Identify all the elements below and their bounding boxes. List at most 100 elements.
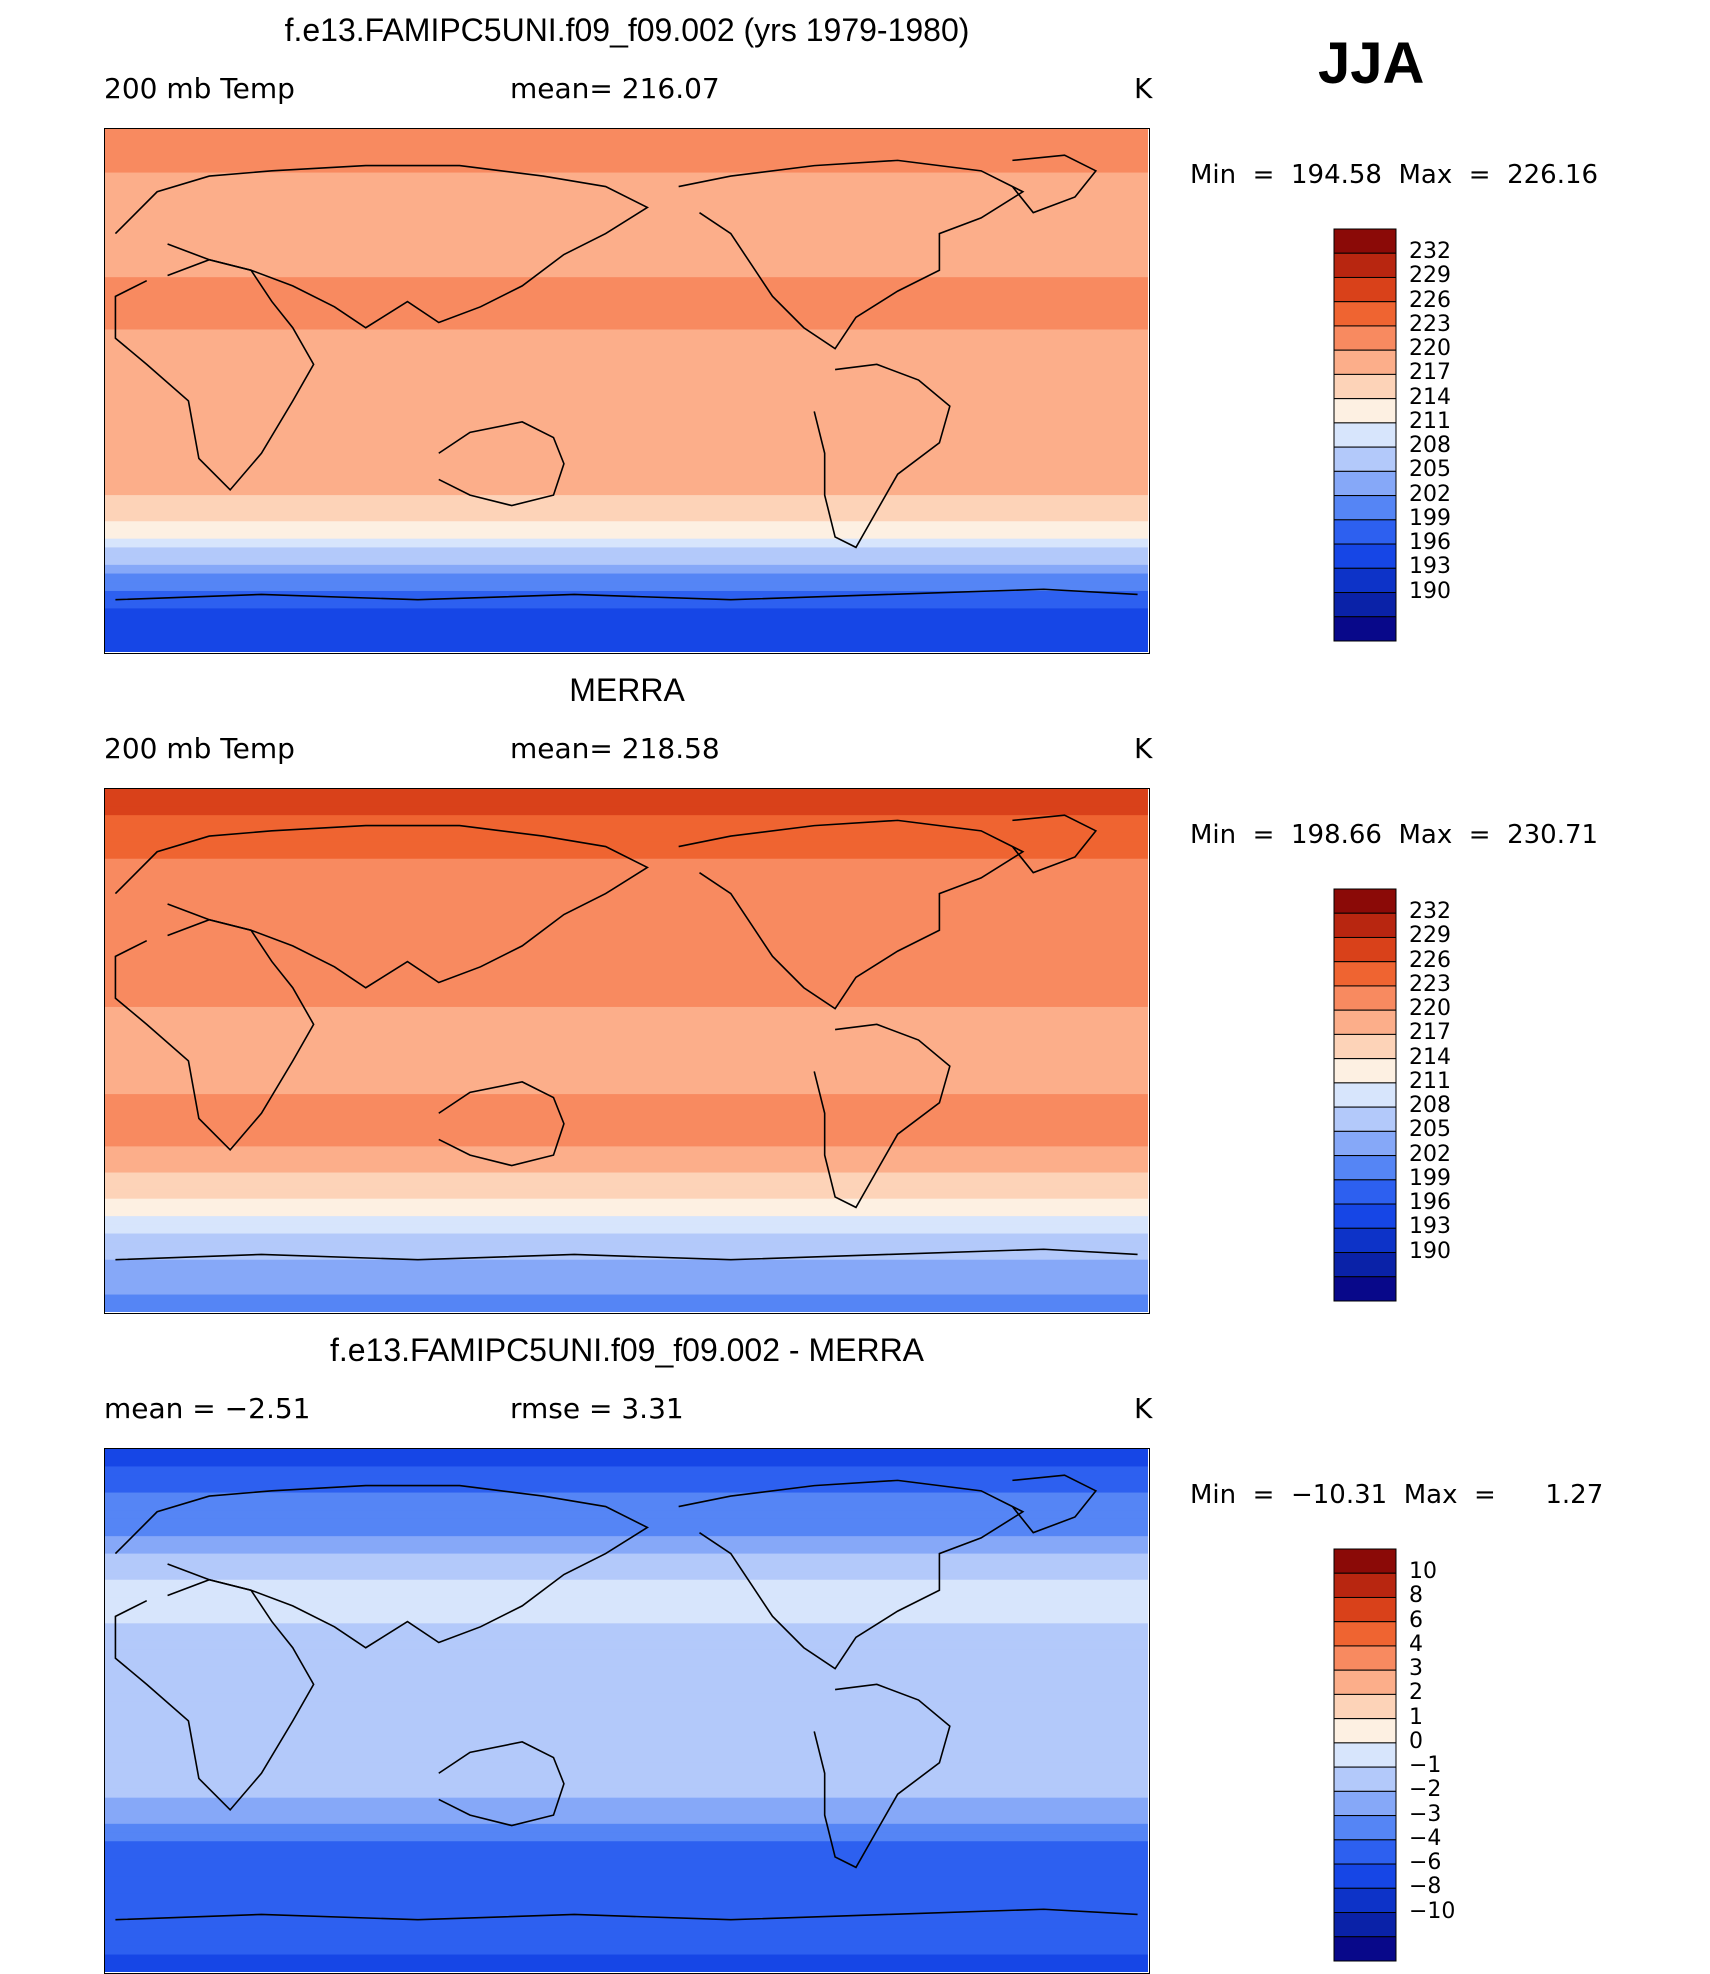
zonal-band: [105, 198, 1148, 209]
zonal-band: [105, 399, 1148, 409]
colorbar-swatch: [1333, 1155, 1397, 1181]
zonal-band: [105, 1945, 1148, 1956]
zonal-band: [105, 146, 1148, 156]
zonal-band: [105, 329, 1148, 339]
zonal-band: [105, 582, 1148, 592]
panel-units: K: [1134, 72, 1153, 105]
zonal-band: [105, 1597, 1148, 1607]
colorbar-swatch: [1333, 422, 1397, 448]
zonal-band: [105, 1024, 1148, 1034]
zonal-band: [105, 259, 1148, 270]
zonal-band: [105, 1207, 1148, 1217]
zonal-band: [105, 1623, 1148, 1633]
colorbar-swatch: [1333, 1790, 1397, 1817]
colorbar-swatch: [1333, 228, 1397, 254]
zonal-band: [105, 1268, 1148, 1278]
zonal-band: [105, 547, 1148, 557]
panel-title: f.e13.FAMIPC5UNI.f09_f09.002 - MERRA: [329, 1332, 925, 1368]
coastline: [115, 260, 313, 490]
colorbar-tick-label: 202: [1409, 481, 1451, 507]
colorbar-swatch: [1333, 912, 1397, 938]
zonal-band: [105, 1849, 1148, 1860]
colorbar-swatch: [1333, 543, 1397, 569]
colorbar-swatch: [1333, 1130, 1397, 1157]
panel-title: MERRA: [569, 672, 685, 708]
zonal-band: [105, 268, 1148, 278]
colorbar-swatch: [1333, 1106, 1397, 1132]
zonal-band: [105, 1510, 1148, 1520]
coastline: [115, 920, 313, 1150]
colorbar-swatch: [1333, 1887, 1397, 1914]
colorbar-tick-label: 196: [1409, 1190, 1451, 1216]
coastline: [679, 1480, 1023, 1668]
zonal-band: [105, 1710, 1148, 1720]
zonal-band: [105, 373, 1148, 383]
zonal-band: [105, 1111, 1148, 1121]
zonal-band: [105, 1867, 1148, 1877]
zonal-band: [105, 312, 1148, 322]
colorbar-swatch: [1333, 1227, 1397, 1254]
colorbar-swatch: [1333, 1009, 1397, 1035]
zonal-band: [105, 190, 1148, 200]
zonal-band: [105, 1797, 1148, 1808]
zonal-band: [105, 841, 1148, 851]
zonal-band: [105, 512, 1148, 522]
coastline: [1012, 815, 1095, 873]
zonal-band: [105, 1693, 1148, 1703]
map-plot-model: [104, 128, 1150, 654]
colorbar-tick-label: 4: [1409, 1631, 1423, 1657]
colorbar-swatch: [1333, 301, 1397, 327]
zonal-band: [105, 617, 1148, 627]
colorbar-swatch: [1333, 1082, 1397, 1108]
zonal-band: [105, 928, 1148, 938]
colorbar-tick-label: 0: [1409, 1728, 1423, 1754]
zonal-band: [105, 1006, 1148, 1017]
colorbar-tick-label: 205: [1409, 1117, 1451, 1143]
zonal-band: [105, 954, 1148, 964]
zonal-band: [105, 434, 1148, 444]
colorbar-tick-label: 232: [1409, 899, 1451, 925]
zonal-band: [105, 451, 1148, 461]
colorbar-swatch: [1333, 349, 1397, 375]
coastline: [439, 422, 564, 506]
zonal-band: [105, 1884, 1148, 1895]
zonal-band: [105, 1163, 1148, 1174]
zonal-band: [105, 625, 1148, 636]
colorbar-tick-label: 223: [1409, 971, 1451, 997]
zonal-band: [105, 1754, 1148, 1764]
zonal-band: [105, 1527, 1148, 1537]
zonal-band: [105, 521, 1148, 531]
zonal-band: [105, 137, 1148, 148]
zonal-band: [105, 1963, 1148, 1972]
zonal-band: [105, 1303, 1148, 1312]
zonal-band: [105, 1189, 1148, 1200]
zonal-band: [105, 1137, 1148, 1148]
zonal-band: [105, 1059, 1148, 1069]
zonal-band: [105, 1466, 1148, 1476]
colorbar-swatch: [1333, 1863, 1397, 1889]
zonal-band: [105, 181, 1148, 191]
zonal-band: [105, 155, 1148, 165]
zonal-band: [105, 529, 1148, 540]
colorbar-tick-label: 232: [1409, 239, 1451, 265]
colorbar-tick-label: 220: [1409, 336, 1451, 362]
colorbar-swatch: [1333, 1718, 1397, 1744]
zonal-band: [105, 858, 1148, 869]
zonal-band: [105, 172, 1148, 182]
zonal-band: [105, 129, 1148, 139]
zonal-band: [105, 893, 1148, 903]
panel-center-label: mean= 216.07: [510, 72, 720, 105]
colorbar-swatch: [1333, 1572, 1397, 1598]
zonal-band: [105, 1181, 1148, 1191]
colorbar-tick-label: 190: [1409, 578, 1451, 604]
colorbar-tick-label: 211: [1409, 1068, 1451, 1094]
zonal-band: [105, 806, 1148, 816]
colorbar-tick-label: 217: [1409, 1020, 1451, 1046]
panel-units: K: [1134, 1392, 1153, 1425]
zonal-band: [105, 1259, 1148, 1270]
coastline: [679, 160, 1023, 348]
zonal-band: [105, 233, 1148, 243]
zonal-band: [105, 1041, 1148, 1052]
zonal-band: [105, 867, 1148, 877]
zonal-band: [105, 643, 1148, 652]
